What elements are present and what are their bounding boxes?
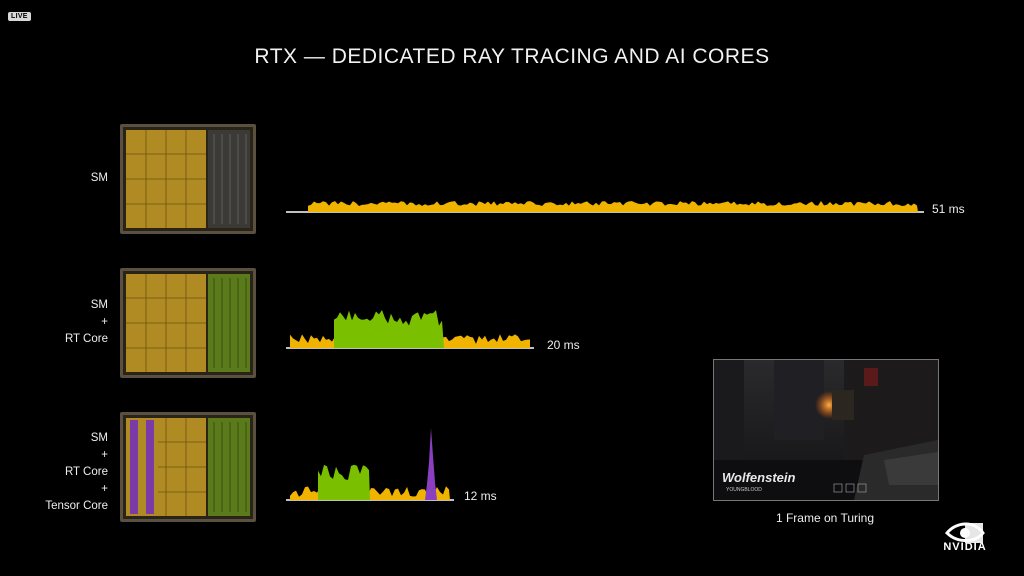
gpu-die-sm-rt [120,268,256,378]
row-label-sm-rt-tensor: SM + RT Core + Tensor Core [8,430,108,515]
label-line: SM [90,432,108,444]
tensor-activity-trace [425,428,437,500]
timing-label: 12 ms [464,489,497,503]
timeline-sm [286,201,924,213]
timeline-sm-rt-tensor [286,428,454,501]
label-line: Tensor Core [45,500,108,512]
timing-label: 51 ms [932,202,965,216]
row-label-sm: SM [8,170,108,187]
game-logo-title: Wolfenstein [722,470,795,485]
preview-caption: 1 Frame on Turing [775,511,875,525]
label-line: RT Core [64,333,108,345]
nvidia-wordmark: NVIDIA [943,541,987,553]
row-label-sm-rt: SM + RT Core [8,297,108,348]
rt-activity-trace [318,464,370,500]
slide-title: RTX — DEDICATED RAY TRACING AND AI CORES [254,45,770,68]
nvidia-eye-logo-icon [944,522,985,543]
label-line: + [101,449,108,461]
gpu-die-sm [120,124,256,234]
game-frame-preview: Wolfenstein YOUNGBLOOD [713,359,939,501]
label-line: SM [90,172,108,184]
label-line: + [101,316,108,328]
gpu-die-sm-rt-tensor [120,412,256,522]
label-line: RT Core [64,466,108,478]
label-line: SM [90,299,108,311]
sm-activity-trace [308,201,918,212]
rt-activity-trace [334,310,444,348]
game-logo-subtitle: YOUNGBLOOD [726,487,762,493]
game-scene-image: Wolfenstein YOUNGBLOOD [714,360,938,500]
label-line: + [101,483,108,495]
live-badge: LIVE [8,12,31,21]
timing-label: 20 ms [547,338,580,352]
timeline-sm-rt [286,310,534,349]
